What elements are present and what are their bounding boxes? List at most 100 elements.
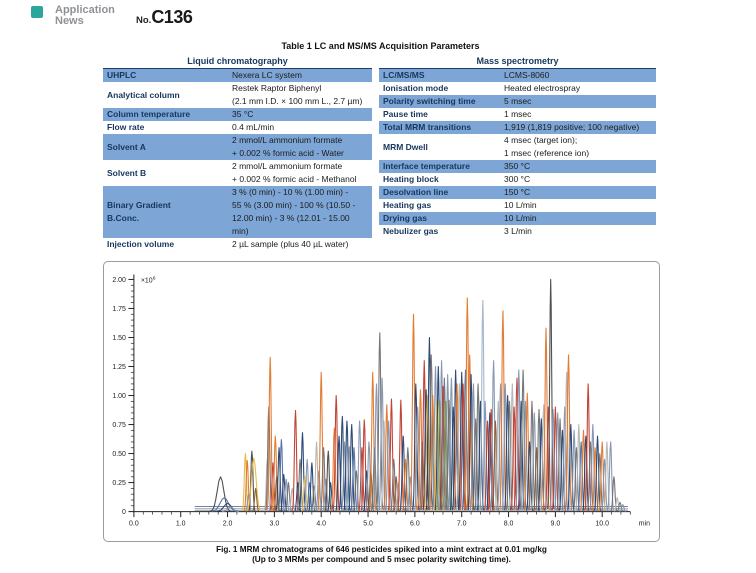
param-value: 2 mmol/L ammonium formate + 0.002 % form… [232,135,344,158]
param-label: Heating block [383,174,439,184]
param-value: 4 msec (target ion); 1 msec (reference i… [504,135,590,158]
svg-text:6.0: 6.0 [410,521,420,528]
ms-table-rows: LC/MS/MS LCMS-8060 Ionisation mode Heated e… [379,69,656,238]
table-row: Total MRM transitions 1,919 (1,819 positi… [379,121,656,134]
brand-logo-square-icon [31,6,43,18]
param-label: Drying gas [383,213,427,223]
param-value: 2 mmol/L ammonium formate + 0.002 % form… [232,161,357,184]
figure-caption-line1: Fig. 1 MRM chromatograms of 646 pesticid… [216,545,547,554]
table-row: Polarity switching time 5 msec [379,95,656,108]
svg-text:1.0: 1.0 [176,521,186,528]
param-value: Nexera LC system [232,70,302,80]
param-value: 35 °C [232,109,254,119]
table-row: Solvent B 2 mmol/L ammonium formate + 0.0… [103,160,372,186]
param-label: Binary Gradient B.Conc. [107,200,171,223]
svg-text:1.25: 1.25 [112,364,126,371]
svg-text:2.0: 2.0 [223,521,233,528]
brand-line2: News [55,15,84,27]
param-label: UHPLC [107,70,137,80]
param-value: 0.4 mL/min [232,122,275,132]
param-value: 3 L/min [504,226,532,236]
param-label: Heating gas [383,200,432,210]
param-label: Ionisation mode [383,83,449,93]
table-row: Flow rate 0.4 mL/min [103,121,372,134]
table-title: Table 1 LC and MS/MS Acquisition Paramet… [281,41,480,51]
param-label: Desolvation line [383,187,449,197]
lc-table-header: Liquid chromatography [103,55,372,69]
figure-caption: Fig. 1 MRM chromatograms of 646 pesticid… [103,545,660,565]
svg-text:0.50: 0.50 [112,451,126,458]
param-value: 150 °C [504,187,531,197]
doc-no-label: No. [136,15,152,26]
param-label: Total MRM transitions [383,122,472,132]
table-row: LC/MS/MS LCMS-8060 [379,69,656,82]
svg-text:3.0: 3.0 [270,521,280,528]
param-label: Nebulizer gas [383,226,439,236]
svg-text:2.00: 2.00 [112,277,126,284]
param-value: 2 µL sample (plus 40 µL water) [232,239,349,249]
param-label: Solvent B [107,167,147,178]
table-row: Solvent A 2 mmol/L ammonium formate + 0.0… [103,134,372,160]
figure-caption-line2: (Up to 3 MRMs per compound and 5 msec po… [252,555,511,564]
param-label: Column temperature [107,109,191,119]
table-row: Analytical column Restek Raptor Biphenyl … [103,82,372,108]
param-value: 1 msec [504,109,532,119]
param-label: Injection volume [107,239,175,249]
svg-text:5.0: 5.0 [363,521,373,528]
ms-table-header: Mass spectrometry [379,55,656,69]
brand-line1: Application [55,4,115,16]
svg-text:1.75: 1.75 [112,306,126,313]
param-value: 3 % (0 min) - 10 % (1.00 min) - 55 % (3.… [232,187,356,236]
svg-text:4.0: 4.0 [316,521,326,528]
param-label: Pause time [383,109,428,119]
svg-text:9.0: 9.0 [551,521,561,528]
svg-text:1.00: 1.00 [112,393,126,400]
table-row: Injection volume 2 µL sample (plus 40 µL … [103,238,372,251]
lc-parameters-table: Liquid chromatography UHPLC Nexera LC sys… [103,55,372,251]
svg-text:10.0: 10.0 [595,521,609,528]
table-row: Drying gas 10 L/min [379,212,656,225]
table-row: Heating gas 10 L/min [379,199,656,212]
param-value: 350 °C [504,161,531,171]
param-label: Flow rate [107,122,145,132]
table-row: Pause time 1 msec [379,108,656,121]
svg-text:0.75: 0.75 [112,422,126,429]
svg-text:×106: ×106 [141,275,156,284]
param-value: 10 L/min [504,213,537,223]
svg-text:1.50: 1.50 [112,335,126,342]
svg-text:min: min [639,521,650,528]
param-value: 5 msec [504,96,532,106]
param-value: 1,919 (1,819 positive; 100 negative) [504,122,640,132]
chromatogram-panel: 2.00 1.75 1.50 1.25 1.00 0.75 0.50 0.25 0 0.0 1.0 2… [103,261,660,542]
table-row: Ionisation mode Heated electrospray [379,82,656,95]
brand-text: Application News [55,5,115,27]
param-label: Interface temperature [383,161,470,171]
svg-text:0: 0 [122,509,126,516]
document-number: No. C136 [136,7,193,28]
svg-text:7.0: 7.0 [457,521,467,528]
svg-text:0.25: 0.25 [112,480,126,487]
chromatogram-chart: 2.00 1.75 1.50 1.25 1.00 0.75 0.50 0.25 00.0 1.0 2… [112,274,650,528]
table-row: UHPLC Nexera LC system [103,69,372,82]
param-value: Heated electrospray [504,83,581,93]
table-row: Interface temperature 350 °C [379,160,656,173]
lc-table-rows: UHPLC Nexera LC system Analytical column Re… [103,69,372,251]
svg-text:0.0: 0.0 [129,521,139,528]
param-value: LCMS-8060 [504,70,550,80]
param-value: 10 L/min [504,200,537,210]
table-row: Nebulizer gas 3 L/min [379,225,656,238]
table-row: Heating block 300 °C [379,173,656,186]
param-label: Solvent A [107,141,146,152]
table-row: Desolvation line 150 °C [379,186,656,199]
param-label: LC/MS/MS [383,70,425,80]
param-value: 300 °C [504,174,531,184]
svg-text:8.0: 8.0 [504,521,514,528]
table-row: Column temperature 35 °C [103,108,372,121]
param-label: Analytical column [107,89,180,100]
param-label: Polarity switching time [383,96,476,106]
ms-parameters-table: Mass spectrometry LC/MS/MS LCMS-8060 Ionis… [379,55,656,238]
param-label: MRM Dwell [383,141,428,152]
table-row: MRM Dwell 4 msec (target ion); 1 msec (re… [379,134,656,160]
table-row: Binary Gradient B.Conc. 3 % (0 min) - 10 … [103,186,372,238]
